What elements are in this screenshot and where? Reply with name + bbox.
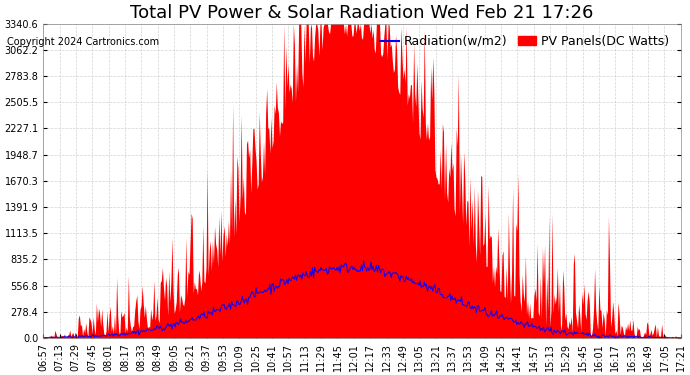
Text: Copyright 2024 Cartronics.com: Copyright 2024 Cartronics.com xyxy=(7,37,159,47)
Title: Total PV Power & Solar Radiation Wed Feb 21 17:26: Total PV Power & Solar Radiation Wed Feb… xyxy=(130,4,593,22)
Legend: Radiation(w/m2), PV Panels(DC Watts): Radiation(w/m2), PV Panels(DC Watts) xyxy=(375,30,675,53)
